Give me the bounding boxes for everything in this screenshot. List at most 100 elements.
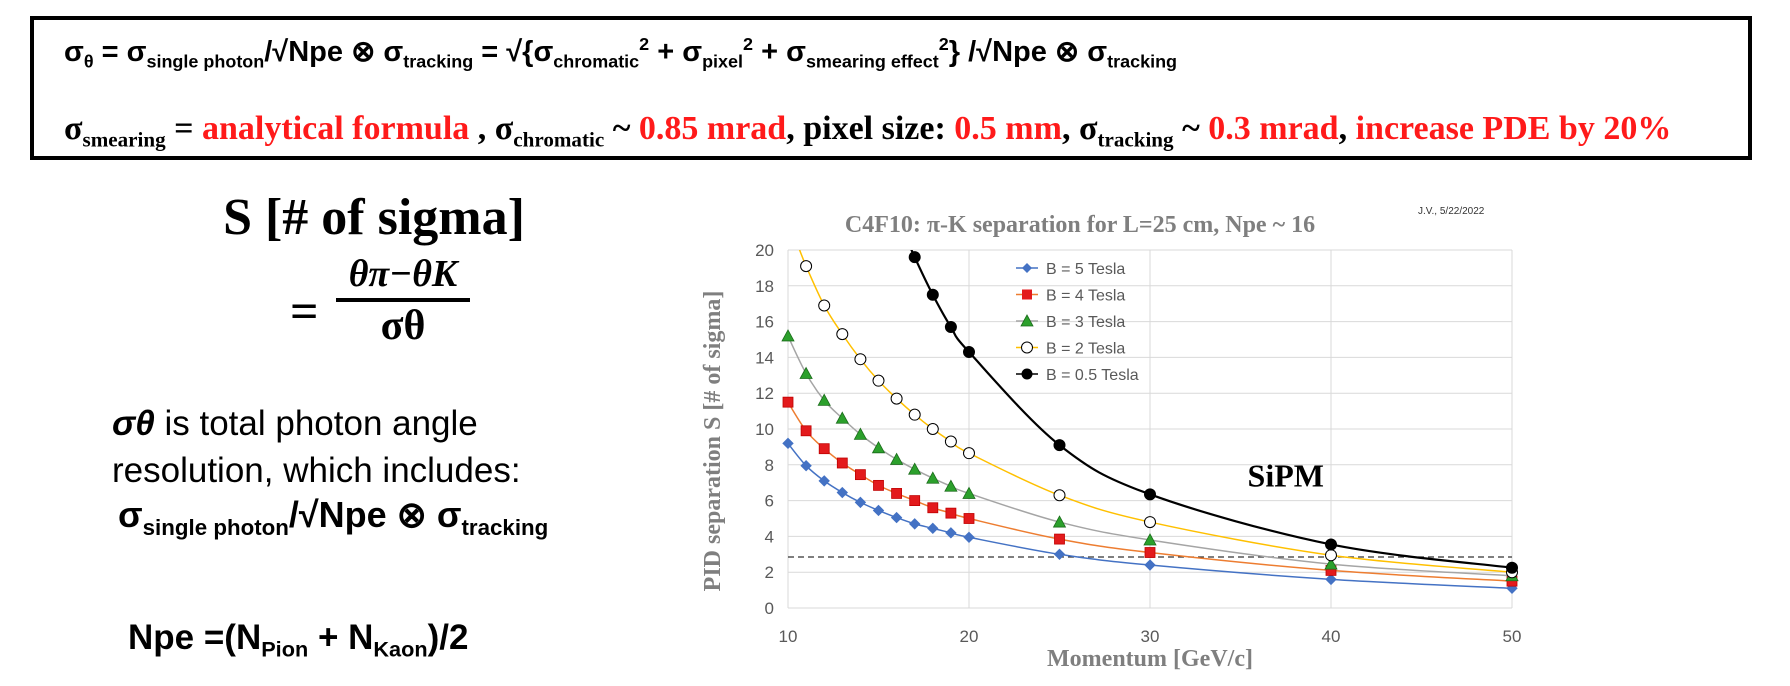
squared: 2: [639, 34, 650, 55]
theta-subscript: θ: [83, 51, 94, 72]
x-tick-label: 20: [960, 627, 979, 646]
data-point-series-4: [1144, 488, 1156, 501]
data-point-series-2: [835, 411, 849, 424]
data-point-series-3: [890, 392, 903, 405]
data-point-series-4: [963, 346, 975, 359]
fraction-bar: [336, 298, 470, 302]
data-point-series-4: [1053, 439, 1066, 452]
data-point-series-2: [962, 486, 976, 499]
data-point-series-1: [909, 495, 921, 507]
desc-line-1: σθ is total photon angle: [112, 400, 521, 447]
data-point-series-0: [945, 527, 957, 539]
data-point-series-3: [872, 374, 885, 387]
y-tick-label: 2: [765, 563, 774, 582]
y-tick-label: 12: [755, 384, 774, 403]
legend-marker: [1022, 263, 1032, 273]
pde-increase: increase PDE by 20%: [1355, 110, 1672, 147]
y-tick-label: 0: [765, 599, 774, 618]
pixel-subscript: pixel: [702, 51, 744, 72]
s-equals: =: [290, 283, 319, 339]
squared: 2: [938, 34, 949, 55]
data-point-series-2: [1052, 515, 1067, 528]
pixel-size-value: 0.5 mm: [954, 110, 1062, 147]
data-point-series-3: [963, 447, 975, 460]
data-point-series-3: [1053, 489, 1066, 502]
legend-marker: [1021, 341, 1033, 354]
desc-sigma-theta: σθ: [112, 404, 155, 443]
chromatic-subscript: chromatic: [513, 127, 605, 152]
pid-separation-chart: 0 2 4 6 8 10 12 14 16 18 20 10 20 30 40 50 C4F10: π-K se…: [700, 206, 1521, 672]
tracking-subscript: tracking: [461, 514, 549, 540]
data-point-series-2: [781, 329, 795, 342]
formula-line-1: σθ = σsingle photon/√Npe ⊗ σtracking = √…: [64, 34, 1178, 72]
tracking-subscript: tracking: [1107, 51, 1178, 72]
tilde: ~: [604, 110, 639, 147]
data-point-series-1: [927, 502, 939, 514]
data-point-series-2: [817, 393, 831, 406]
x-axis-label: Momentum [GeV/c]: [1047, 646, 1253, 672]
legend-label: B = 4 Tesla: [1046, 288, 1125, 305]
legend-label: B = 2 Tesla: [1046, 341, 1125, 358]
series-line-4: [910, 250, 1512, 569]
data-point-series-4: [944, 320, 957, 333]
single-photon-subscript: single photon: [146, 51, 265, 72]
data-point-series-4: [908, 251, 921, 264]
tracking-value: 0.3 mrad: [1208, 110, 1339, 147]
data-point-series-1: [1144, 547, 1156, 558]
y-axis-label: PID separation S [# of sigma]: [700, 291, 726, 592]
analytical-formula: analytical formula: [202, 110, 470, 147]
sqrt-open: = √{: [473, 36, 534, 68]
data-point-series-0: [782, 437, 794, 450]
sigma-symbol: σ: [494, 110, 514, 147]
y-tick-label: 18: [755, 277, 774, 296]
legend-label: B = 3 Tesla: [1046, 314, 1125, 331]
sigma-symbol: σ: [383, 36, 404, 68]
smearing-effect-subscript: smearing effect: [805, 51, 939, 72]
data-point-series-2: [799, 366, 813, 379]
data-point-series-0: [1144, 559, 1156, 571]
equals: =: [165, 110, 203, 147]
s-title: S [# of sigma]: [223, 189, 525, 246]
smearing-subscript: smearing: [82, 127, 166, 152]
x-tick-label: 30: [1141, 627, 1160, 646]
data-point-series-3: [944, 435, 957, 448]
tracking-subscript: tracking: [1097, 127, 1174, 152]
npe-formula: Npe =(NPion + NKaon)/2: [128, 618, 468, 660]
data-point-series-0: [1053, 548, 1066, 561]
data-point-series-2: [871, 440, 886, 454]
comma: ,: [469, 110, 495, 147]
x-tick-label: 10: [779, 627, 798, 646]
equals: =: [93, 36, 127, 68]
data-point-series-2: [1143, 533, 1157, 546]
npe-plus: + N: [308, 618, 374, 657]
data-point-series-2: [908, 462, 922, 475]
comma: ,: [1061, 110, 1079, 147]
data-point-series-0: [963, 531, 975, 544]
desc-line-1-text: is total photon angle: [154, 404, 478, 443]
sigma-symbol: σ: [682, 36, 703, 68]
plus: +: [753, 36, 787, 68]
sigma-symbol: σ: [64, 36, 84, 68]
over-sqrt-npe: /√Npe ⊗: [264, 36, 384, 68]
y-tick-label: 6: [765, 492, 774, 511]
comma: ,: [1338, 110, 1356, 147]
formula-line-2: σsmearing = analytical formula , σchroma…: [64, 110, 1672, 152]
tilde: ~: [1173, 110, 1209, 147]
squared: 2: [743, 34, 754, 55]
tracking-subscript: tracking: [403, 51, 474, 72]
sipm-annotation: SiPM: [1248, 457, 1324, 493]
legend-label: B = 5 Tesla: [1046, 261, 1125, 278]
y-tick-label: 10: [755, 420, 774, 439]
legend-marker: [1020, 314, 1034, 327]
x-tick-label: 40: [1322, 627, 1341, 646]
series-line-0: [788, 442, 1512, 590]
fraction-denominator: σθ: [380, 303, 426, 349]
data-point-series-2: [944, 479, 958, 492]
pixel-size-label: , pixel size:: [786, 110, 955, 147]
data-point-series-3: [926, 423, 939, 435]
data-point-series-0: [1325, 573, 1337, 586]
sigma-symbol: σ: [533, 36, 554, 68]
legend-marker: [1022, 289, 1032, 300]
s-fraction: θπ−θK σθ: [336, 252, 470, 350]
data-point-series-1: [836, 457, 848, 469]
